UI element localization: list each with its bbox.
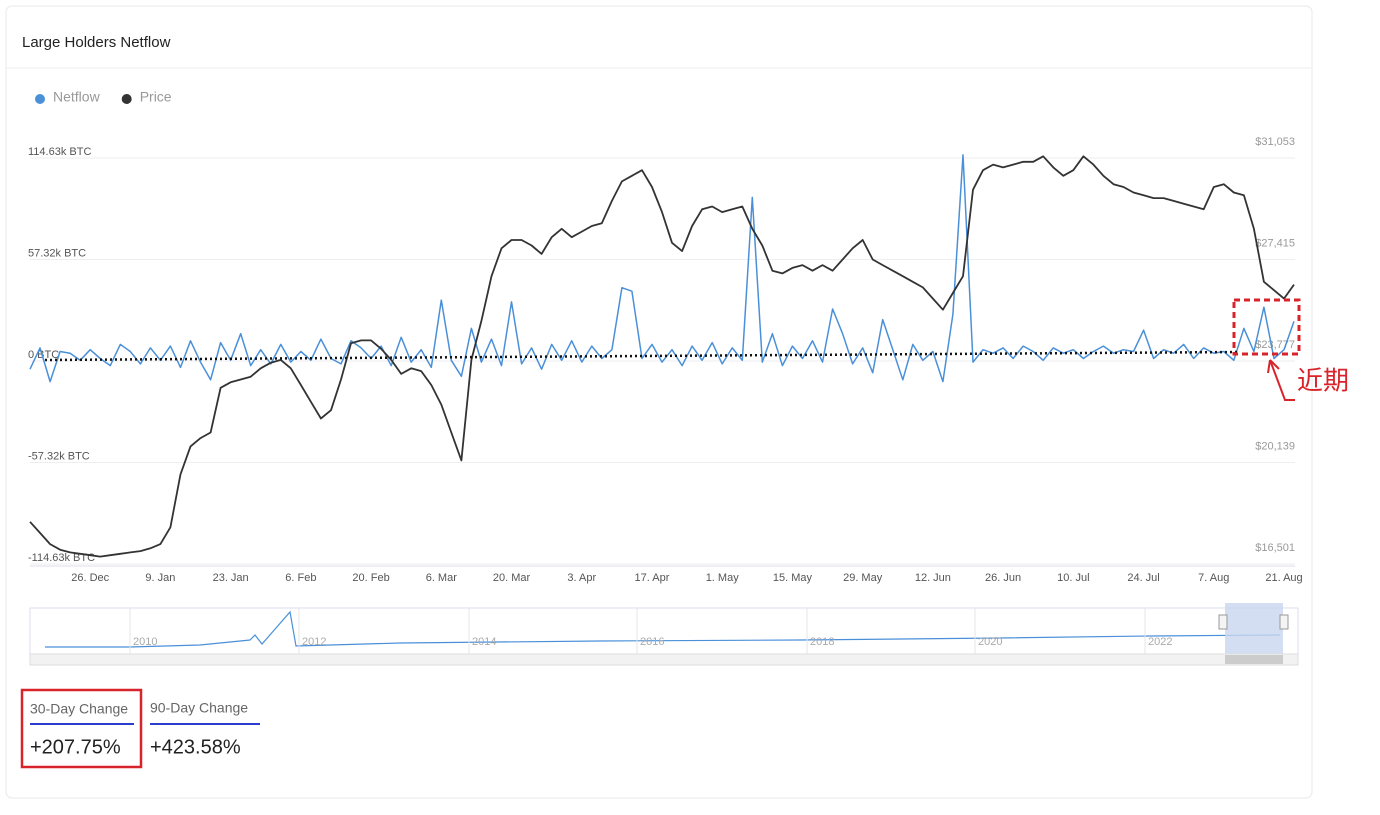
navigator-handle[interactable]: [1218, 614, 1228, 630]
x-tick-label: 26. Jun: [985, 572, 1021, 584]
x-tick-label: 20. Mar: [493, 572, 531, 584]
y-tick-label: 57.32k BTC: [28, 247, 86, 259]
chart-title: Large Holders Netflow: [22, 34, 171, 51]
x-tick-label: 20. Feb: [352, 572, 389, 584]
legend-marker: [35, 94, 45, 104]
navigator-label: 2010: [133, 636, 157, 648]
navigator: [29, 607, 1299, 655]
navigator-handle[interactable]: [1279, 614, 1289, 630]
trend-line: [44, 350, 1241, 362]
annotation: 近期: [1297, 367, 1349, 397]
highlight-box: [20, 688, 143, 769]
stat-value: +423.58%: [150, 736, 241, 758]
x-tick-label: 17. Apr: [635, 572, 670, 584]
x-tick-label: 23. Jan: [213, 572, 249, 584]
x-tick-label: 1. May: [706, 572, 740, 584]
legend-label[interactable]: Netflow: [53, 89, 101, 105]
navigator-label: 2020: [978, 636, 1002, 648]
x-tick-label: 24. Jul: [1127, 572, 1159, 584]
scrollbar[interactable]: [29, 653, 1299, 666]
x-tick-label: 12. Jun: [915, 572, 951, 584]
y2-tick-label: $20,139: [1255, 440, 1295, 452]
y2-tick-label: $16,501: [1255, 542, 1295, 554]
navigator-label: 2022: [1148, 636, 1172, 648]
y-tick-label: -114.63k BTC: [28, 552, 95, 564]
x-tick-label: 10. Jul: [1057, 572, 1089, 584]
x-tick-label: 29. May: [843, 572, 883, 584]
x-tick-label: 6. Feb: [285, 572, 316, 584]
x-tick-label: 6. Mar: [426, 572, 458, 584]
legend-label[interactable]: Price: [140, 89, 172, 105]
y2-tick-label: $23,777: [1255, 339, 1295, 351]
navigator-label: 2016: [640, 636, 664, 648]
y2-tick-label: $31,053: [1255, 136, 1295, 148]
x-tick-label: 26. Dec: [71, 572, 109, 584]
recent-box: [1232, 298, 1301, 356]
x-tick-label: 3. Apr: [567, 572, 596, 584]
x-tick-label: 21. Aug: [1265, 572, 1302, 584]
stat-tab[interactable]: 90-Day Change: [150, 700, 248, 716]
navigator-label: 2012: [302, 636, 326, 648]
navigator-label: 2018: [810, 636, 834, 648]
navigator-line: [45, 610, 1281, 648]
x-tick-label: 9. Jan: [145, 572, 175, 584]
navigator-selection[interactable]: [1225, 603, 1283, 654]
navigator-labels: 2010 2012 2014 2016 2018 2020 2022: [129, 608, 1172, 654]
annotation-arrow: [1269, 359, 1295, 401]
stat-value: +207.75%: [30, 736, 121, 758]
x-tick-label: 7. Aug: [1198, 572, 1229, 584]
x-tick-label: 15. May: [773, 572, 813, 584]
series-line: [29, 155, 1295, 558]
y2-tick-label: $27,415: [1255, 237, 1295, 249]
navigator-label: 2014: [472, 636, 496, 648]
y-tick-label: -57.32k BTC: [28, 450, 90, 462]
card: [5, 5, 1313, 799]
series-line: [29, 154, 1295, 383]
stat-tab[interactable]: 30-Day Change: [30, 701, 128, 717]
y-tick-label: 114.63k BTC: [28, 146, 91, 158]
arrow-head: [1267, 359, 1280, 374]
scrollbar-thumb[interactable]: [1225, 655, 1283, 664]
legend-marker: [121, 94, 132, 104]
